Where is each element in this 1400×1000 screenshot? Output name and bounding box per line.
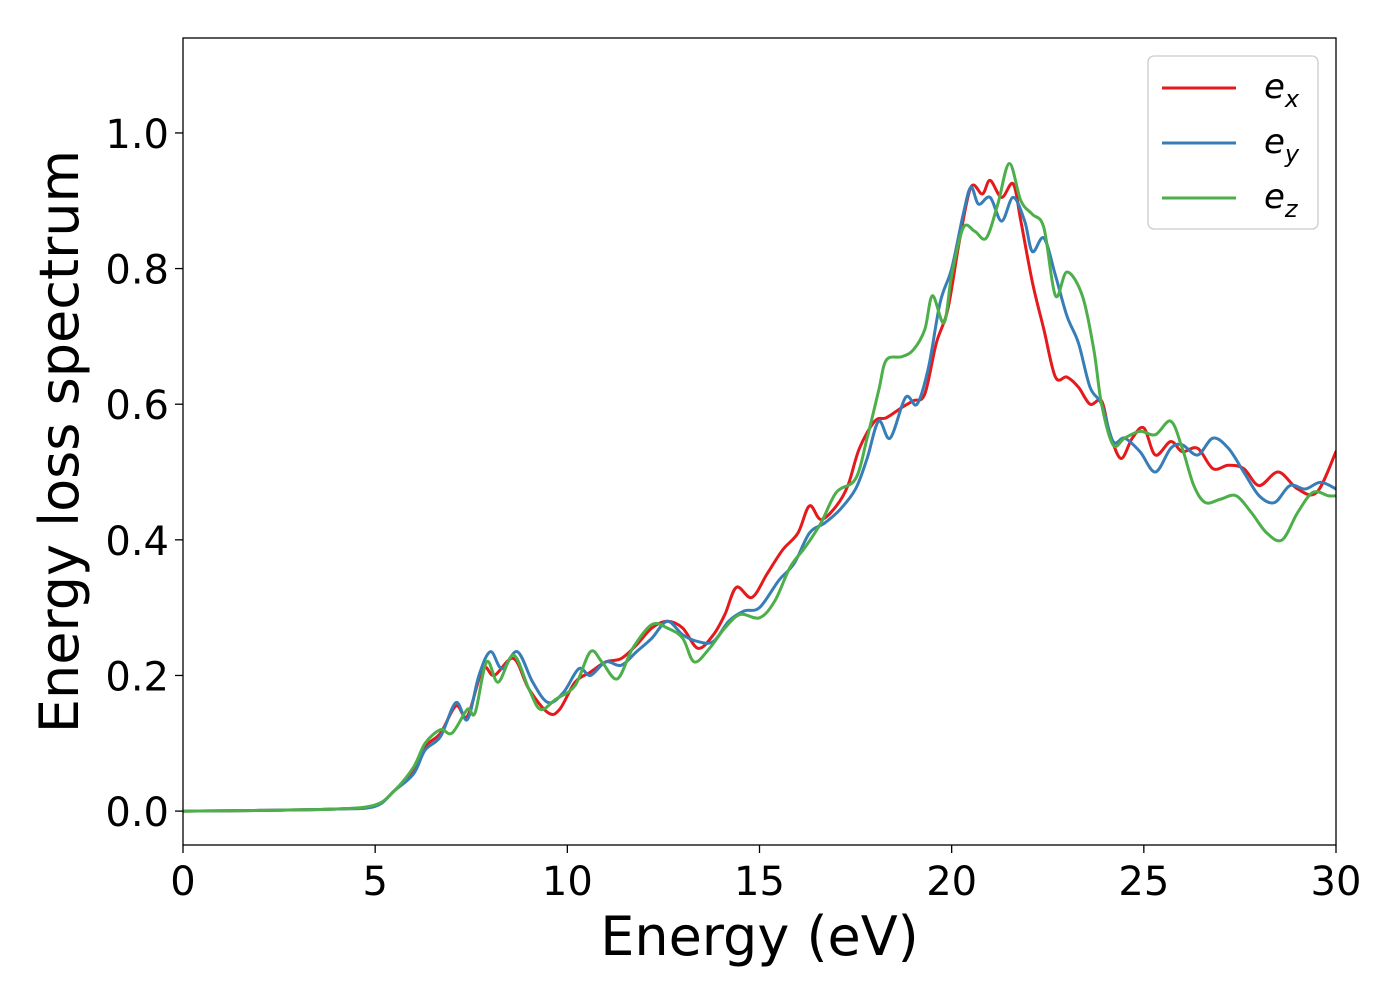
y-axis-label: Energy loss spectrum <box>28 150 91 733</box>
x-axis-label: Energy (eV) <box>600 905 919 968</box>
x-tick-label: 30 <box>1311 859 1362 905</box>
y-tick-label: 0.2 <box>105 654 169 700</box>
legend-entry-subscript: y <box>1284 140 1300 168</box>
y-tick-label: 0.6 <box>105 383 169 429</box>
x-tick-label: 10 <box>542 859 593 905</box>
legend-entry-subscript: z <box>1284 195 1299 223</box>
legend-entry-e-y: ey <box>1264 122 1300 168</box>
x-tick-label: 5 <box>362 859 387 905</box>
y-axis: 0.0 0.2 0.4 0.6 0.8 1.0 <box>105 112 183 836</box>
y-tick-label: 1.0 <box>105 112 169 158</box>
x-tick-label: 20 <box>926 859 977 905</box>
y-tick-label: 0.0 <box>105 790 169 836</box>
series-line-e-z <box>183 161 1336 813</box>
series-line-e-x <box>183 178 1336 813</box>
x-tick-label: 15 <box>734 859 785 905</box>
x-tick-label: 0 <box>170 859 195 905</box>
legend-entry-name: e <box>1264 67 1285 107</box>
x-tick-label: 25 <box>1118 859 1169 905</box>
y-tick-label: 0.4 <box>105 519 169 565</box>
series-layer <box>183 161 1336 813</box>
legend-entry-name: e <box>1264 177 1285 217</box>
legend-entry-name: e <box>1264 122 1285 162</box>
legend-entry-e-x: ex <box>1264 67 1300 113</box>
series-line-e-y <box>183 185 1336 813</box>
y-tick-label: 0.8 <box>105 248 169 294</box>
legend-entry-subscript: x <box>1284 85 1300 113</box>
x-axis: 0 5 10 15 20 25 30 <box>170 845 1361 905</box>
legend-entry-e-z: ez <box>1264 177 1299 223</box>
